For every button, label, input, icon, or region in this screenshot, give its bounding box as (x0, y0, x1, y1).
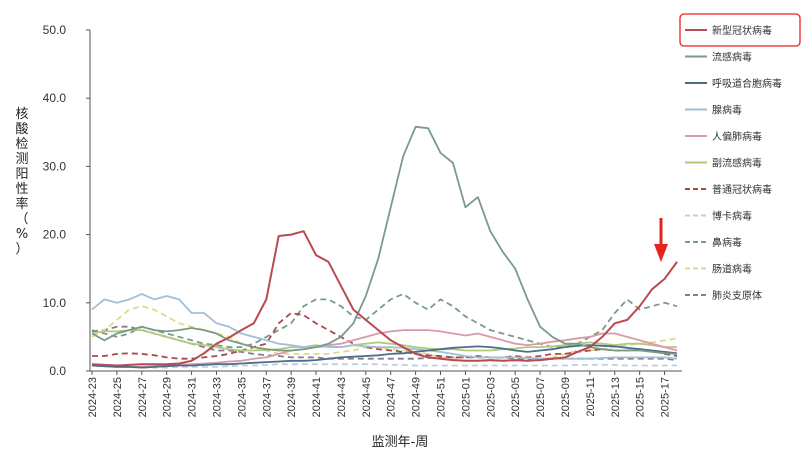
legend-label: 呼吸道合胞病毒 (712, 77, 782, 90)
legend-label: 人偏肺病毒 (712, 130, 762, 143)
x-tick-label: 2025-17 (660, 377, 672, 417)
x-tick-label: 2025-01 (460, 377, 472, 417)
svg-text:核酸检测阳性率（%）: 核酸检测阳性率（%） (15, 107, 28, 257)
x-tick-label: 2025-11 (585, 377, 597, 417)
legend-label: 腺病毒 (712, 104, 742, 117)
legend-item: 副流感病毒 (685, 157, 762, 170)
x-tick-label: 2024-37 (261, 377, 273, 417)
x-tick-label: 2024-41 (311, 377, 323, 417)
y-tick-label: 40.0 (43, 91, 67, 105)
y-tick-label: 50.0 (43, 23, 67, 37)
legend-label: 鼻病毒 (712, 236, 742, 249)
x-tick-label: 2025-05 (510, 377, 522, 417)
x-tick-label: 2024-29 (162, 377, 174, 417)
y-tick-label: 20.0 (43, 228, 67, 242)
legend-item: 呼吸道合胞病毒 (685, 77, 782, 90)
y-tick-label: 10.0 (43, 296, 67, 310)
x-axis-title: 监测年-周 (372, 435, 429, 450)
x-tick-label: 2024-51 (436, 377, 448, 417)
x-tick-label: 2025-15 (635, 377, 647, 417)
legend-item: 人偏肺病毒 (685, 130, 762, 143)
legend-item: 肺炎支原体 (685, 290, 762, 302)
legend-item: 博卡病毒 (685, 210, 752, 223)
x-tick-label: 2024-27 (137, 377, 149, 417)
y-axis-ticks: 0.0 10.0 20.0 30.0 40.0 50.0 (43, 23, 90, 378)
x-tick-label: 2024-43 (336, 377, 348, 417)
series-line (91, 363, 677, 369)
x-tick-label: 2024-23 (87, 377, 99, 417)
x-tick-label: 2025-09 (560, 377, 572, 417)
series-line (91, 344, 678, 369)
legend-label: 肺炎支原体 (712, 290, 762, 302)
series-lines (91, 125, 678, 369)
x-tick-label: 2024-31 (187, 377, 199, 417)
legend-item: 肠道病毒 (685, 263, 752, 276)
x-tick-label: 2025-03 (485, 377, 497, 417)
legend-label: 流感病毒 (712, 51, 752, 64)
x-tick-label: 2024-47 (386, 377, 398, 417)
x-tick-label: 2025-07 (535, 377, 547, 417)
annotation-arrow (654, 218, 668, 262)
x-tick-label: 2024-45 (361, 377, 373, 417)
legend-item: 腺病毒 (685, 104, 742, 117)
x-axis-ticks: 2024-23 2024-25 2024-27 2024-29 2024-31 2024-… (87, 371, 672, 417)
legend-highlight-box (679, 13, 801, 47)
x-tick-label: 2024-33 (211, 377, 223, 417)
legend-item: 流感病毒 (685, 51, 752, 64)
y-axis-title: 核酸检测阳性率（%） (15, 107, 28, 257)
series-line (91, 305, 678, 362)
legend-label: 普通冠状病毒 (712, 183, 772, 196)
x-tick-label: 2024-39 (286, 377, 298, 417)
series-line (91, 230, 678, 367)
series-line (91, 329, 678, 368)
legend-label: 副流感病毒 (712, 157, 762, 170)
legend-label: 肠道病毒 (712, 263, 752, 276)
series-line (91, 125, 678, 355)
x-tick-label: 2024-49 (411, 377, 423, 417)
legend-item: 新型冠状病毒 (679, 13, 801, 47)
legend-item: 普通冠状病毒 (685, 183, 772, 196)
legend-item: 鼻病毒 (685, 236, 742, 249)
legend-label: 新型冠状病毒 (712, 24, 772, 37)
y-tick-label: 30.0 (43, 159, 67, 173)
series-line (91, 292, 678, 349)
x-tick-label: 2024-35 (236, 377, 248, 417)
y-tick-label: 0.0 (49, 364, 66, 378)
legend-label: 博卡病毒 (712, 210, 752, 223)
x-tick-label: 2024-25 (112, 377, 124, 417)
series-line (91, 292, 678, 360)
x-tick-label: 2025-13 (610, 377, 622, 417)
legend: 新型冠状病毒流感病毒呼吸道合胞病毒腺病毒人偏肺病毒副流感病毒普通冠状病毒博卡病毒… (679, 13, 801, 302)
